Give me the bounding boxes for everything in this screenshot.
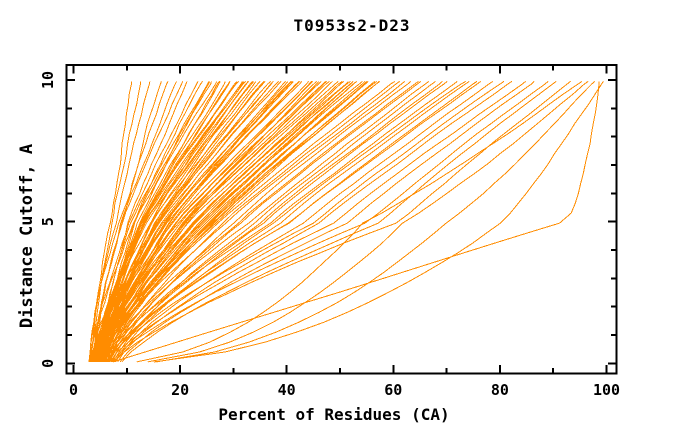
- model-curve: [93, 80, 343, 363]
- model-curve: [99, 80, 396, 363]
- model-curves: [88, 80, 604, 363]
- model-curve: [98, 81, 265, 362]
- model-curve: [97, 81, 406, 363]
- model-curve: [91, 81, 310, 363]
- model-curve: [89, 81, 212, 362]
- x-tick-label: 20: [171, 381, 189, 399]
- model-curve: [98, 81, 354, 363]
- model-curve: [101, 81, 458, 363]
- x-axis-title: Percent of Residues (CA): [218, 405, 450, 424]
- model-curve: [108, 81, 366, 363]
- model-curve: [92, 81, 184, 362]
- model-curve: [112, 81, 600, 363]
- model-curve: [119, 81, 535, 363]
- y-tick-label: 0: [39, 359, 57, 368]
- x-tick-label: 60: [384, 381, 402, 399]
- model-curve: [90, 81, 257, 363]
- model-curve: [88, 81, 199, 362]
- x-tick-label: 40: [278, 381, 296, 399]
- model-curve: [113, 81, 571, 363]
- model-curve: [107, 80, 400, 363]
- x-tick-label: 80: [491, 381, 509, 399]
- model-curve: [110, 81, 448, 363]
- model-curve: [89, 81, 169, 362]
- model-curve: [112, 80, 436, 363]
- model-curve: [99, 81, 430, 363]
- model-curve: [96, 80, 381, 363]
- model-curve: [108, 80, 481, 363]
- y-tick-label: 5: [39, 217, 57, 226]
- model-curve: [111, 81, 412, 363]
- model-curve: [90, 81, 142, 362]
- model-curve: [99, 81, 326, 363]
- model-curve: [96, 81, 255, 362]
- model-curve: [154, 81, 604, 363]
- model-curve: [109, 81, 526, 363]
- model-curve: [136, 80, 583, 363]
- model-curve: [90, 81, 274, 363]
- model-curve: [105, 80, 505, 363]
- model-curve: [97, 81, 339, 363]
- model-curve: [88, 81, 151, 362]
- model-curve: [147, 80, 589, 363]
- y-tick-label: 10: [39, 71, 57, 89]
- model-curve: [100, 81, 261, 362]
- model-curve: [114, 80, 466, 363]
- model-curve: [106, 81, 333, 363]
- model-curve: [93, 81, 322, 363]
- tick-labels: 0 20 40 60 80 100 0 5 10: [39, 71, 620, 399]
- model-curve: [109, 80, 422, 363]
- axis-ticks: [66, 65, 617, 374]
- x-tick-label: 100: [593, 381, 620, 399]
- model-curve: [95, 80, 351, 363]
- x-tick-label: 0: [69, 381, 78, 399]
- model-curve: [114, 80, 494, 363]
- model-curve: [90, 81, 246, 363]
- model-curve: [156, 81, 596, 363]
- plot-frame: [65, 64, 618, 375]
- chart-title: T0953s2-D23: [293, 16, 411, 35]
